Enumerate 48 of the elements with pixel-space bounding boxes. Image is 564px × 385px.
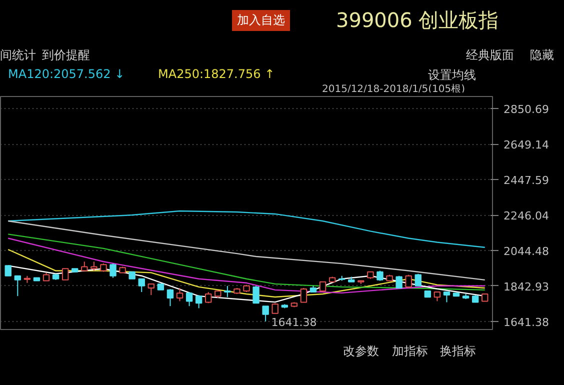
y-tick-label: 1641.38 (504, 316, 549, 329)
candlestick (14, 275, 22, 297)
candlestick (252, 285, 260, 304)
candlestick (81, 261, 88, 272)
candlestick (148, 283, 155, 296)
candlestick (224, 285, 231, 298)
candlestick (166, 288, 174, 307)
text: 经典版面 (466, 47, 514, 64)
text: 到价提醒 (42, 47, 90, 64)
text: 隐藏 (530, 47, 554, 64)
candlestick (272, 302, 278, 314)
text: 加指标 (392, 343, 428, 360)
text: 加入自选 (232, 10, 290, 32)
text: 设置均线 (428, 67, 476, 84)
candlestick (396, 275, 402, 288)
candlestick (434, 292, 441, 302)
candlestick (414, 273, 422, 286)
candlestick (90, 261, 98, 272)
candlestick (205, 292, 212, 304)
text: MA120:2057.562 ↓ (8, 66, 125, 83)
text: 间统计 (0, 47, 36, 64)
annotation: 1641.38 (271, 316, 317, 329)
candlestick (262, 306, 269, 322)
line-series (8, 248, 486, 298)
candlestick (176, 288, 184, 302)
text: MA250:1827.756 ↑ (158, 66, 275, 83)
line-series (8, 220, 486, 281)
candlestick (110, 263, 116, 278)
line-series (8, 210, 486, 248)
candlestick (62, 268, 69, 280)
text: 换指标 (440, 343, 476, 360)
candlestick (4, 265, 12, 276)
text: 改参数 (343, 343, 379, 360)
candlestick (405, 274, 412, 288)
candlestick (319, 281, 326, 293)
candlestick (443, 292, 450, 303)
y-tick-label: 2044.48 (504, 244, 549, 258)
y-tick-label: 2447.59 (504, 174, 549, 188)
candlestick (376, 270, 384, 282)
y-tick-label: 2649.14 (504, 138, 549, 152)
candlestick (300, 288, 308, 303)
candlestick (195, 294, 202, 309)
chart-title: 399006 创业板指 (336, 7, 499, 34)
candlestick (138, 278, 145, 293)
y-tick-label: 2246.04 (504, 210, 549, 223)
y-tick-label: 1842.93 (504, 280, 549, 294)
candlestick (186, 292, 193, 307)
y-tick-label: 2850.69 (504, 103, 549, 116)
